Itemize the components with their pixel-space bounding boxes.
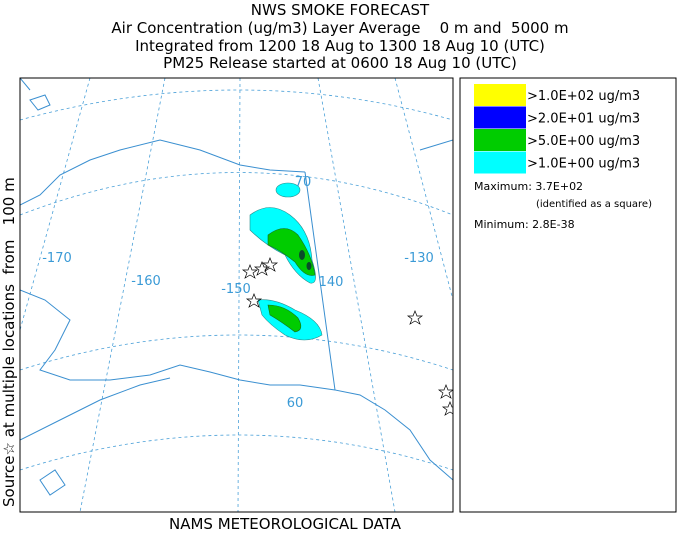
meridian [237, 78, 241, 512]
parallel [20, 89, 453, 121]
longitude-label: -170 [42, 251, 72, 266]
legend-label: >2.0E+01 ug/m3 [527, 112, 640, 127]
longitude-label: 140 [319, 275, 344, 290]
legend-frame [459, 77, 677, 513]
maximum: Maximum: 3.7E+02 [474, 180, 583, 193]
minimum: Minimum: 2.8E-38 [474, 218, 575, 231]
footer: NAMS METEOROLOGICAL DATA [169, 515, 402, 532]
longitude-label: -130 [404, 251, 434, 266]
side-label: Source☆ at multiple locations from 100 m [0, 177, 18, 507]
legend: Maximum: 3.7E+02 (identified as a square… [459, 77, 677, 513]
title: NWS SMOKE FORECAST [251, 1, 430, 19]
meridian [317, 78, 396, 512]
meridian [20, 78, 91, 331]
legend-swatch [474, 129, 526, 151]
legend-swatch [474, 151, 526, 174]
longitude-label: -160 [131, 274, 161, 289]
legend-swatch [474, 106, 526, 129]
legend-label: >5.0E+00 ug/m3 [527, 134, 640, 149]
legend-label: >1.0E+02 ug/m3 [527, 89, 640, 104]
smoke-plume [249, 182, 323, 341]
latitude-label: 70 [295, 175, 312, 190]
latitude-label: 60 [287, 396, 304, 411]
parallel [20, 172, 453, 216]
legend-label: >1.0E+00 ug/m3 [527, 157, 640, 172]
meridian [79, 78, 166, 512]
island [29, 94, 66, 496]
parallel [20, 434, 453, 471]
map: -170 -160 -150 140 -130 70 60 [19, 77, 454, 513]
header-line: Integrated from 1200 18 Aug to 1300 18 A… [135, 37, 545, 55]
meridian [394, 78, 453, 301]
source-markers [241, 257, 453, 416]
coastline [20, 78, 453, 151]
maximum-note: (identified as a square) [536, 199, 652, 210]
legend-swatch [474, 84, 526, 106]
header-line: Air Concentration (ug/m3) Layer Average … [111, 19, 568, 37]
map-frame [19, 77, 454, 513]
parallel [20, 334, 453, 371]
header-line: PM25 Release started at 0600 18 Aug 10 (… [163, 54, 517, 72]
longitude-label: -150 [221, 282, 251, 297]
coastline [20, 139, 453, 481]
